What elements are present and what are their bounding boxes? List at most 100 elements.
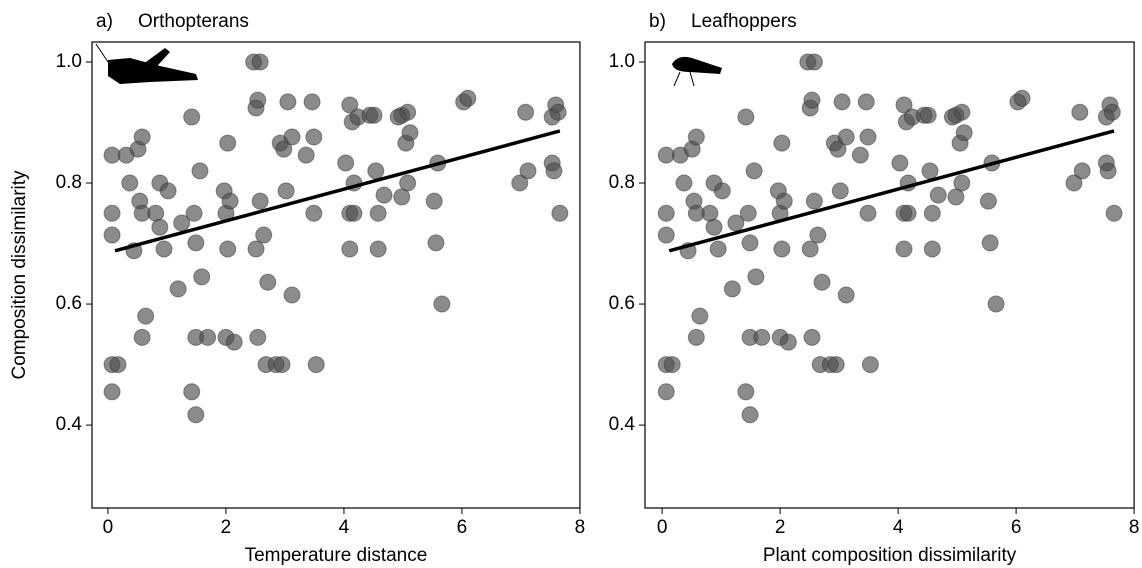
point (219, 134, 237, 152)
point (741, 234, 759, 252)
point (247, 240, 265, 258)
point (427, 234, 445, 252)
point (367, 162, 385, 180)
point (375, 186, 393, 204)
point (955, 124, 973, 142)
point (691, 307, 709, 325)
point (249, 91, 267, 109)
point (803, 91, 821, 109)
x-tick-label: 2 (775, 517, 786, 538)
point (745, 162, 763, 180)
point (393, 188, 411, 206)
point (551, 204, 569, 222)
point (775, 192, 793, 210)
grasshopper-icon (95, 43, 198, 84)
y-tick-label: 0.8 (609, 172, 635, 193)
point (851, 146, 869, 164)
point (981, 234, 999, 252)
point (1103, 103, 1121, 121)
point (173, 214, 191, 232)
point (341, 96, 359, 114)
point (273, 356, 291, 374)
point (923, 240, 941, 258)
point (779, 333, 797, 351)
point (657, 383, 675, 401)
point (737, 108, 755, 126)
point (705, 218, 723, 236)
point (837, 128, 855, 146)
point (923, 204, 941, 222)
point (337, 154, 355, 172)
point (891, 154, 909, 172)
point (773, 134, 791, 152)
point (657, 204, 675, 222)
x-tick-label: 4 (893, 517, 904, 538)
point (199, 328, 217, 346)
x-tick-label: 8 (1129, 517, 1140, 538)
y-tick-label: 0.6 (56, 293, 82, 314)
point (305, 128, 323, 146)
point (109, 356, 127, 374)
point (341, 240, 359, 258)
point (225, 333, 243, 351)
y-tick-label: 0.6 (609, 293, 635, 314)
point (657, 226, 675, 244)
point (369, 204, 387, 222)
x-tick-label: 0 (103, 517, 114, 538)
point (859, 128, 877, 146)
point (303, 93, 321, 111)
point (805, 53, 823, 71)
point (919, 106, 937, 124)
point (837, 286, 855, 304)
point (345, 204, 363, 222)
point (133, 128, 151, 146)
point (511, 174, 529, 192)
point (675, 174, 693, 192)
point (727, 214, 745, 232)
point (1099, 162, 1117, 180)
point (519, 162, 537, 180)
x-tick-label: 0 (657, 517, 668, 538)
point (833, 93, 851, 111)
point (947, 188, 965, 206)
plot-frame (91, 41, 581, 509)
point (657, 146, 675, 164)
point (187, 406, 205, 424)
point (929, 186, 947, 204)
point (249, 328, 267, 346)
plot-frame (644, 41, 1135, 509)
point (283, 286, 301, 304)
point (369, 240, 387, 258)
point (899, 204, 917, 222)
point (133, 328, 151, 346)
x-tick-label: 2 (221, 517, 232, 538)
point (307, 356, 325, 374)
point (103, 146, 121, 164)
point (283, 128, 301, 146)
trend-line (668, 129, 1115, 253)
y-axis-label: Composition dissimilarity (9, 170, 30, 380)
y-tick-label: 0.4 (56, 414, 83, 435)
point (297, 146, 315, 164)
point (739, 204, 757, 222)
point (1073, 162, 1091, 180)
point (103, 226, 121, 244)
point (185, 204, 203, 222)
point (979, 192, 997, 210)
point (709, 240, 727, 258)
point (251, 53, 269, 71)
y-tick-label: 1.0 (609, 51, 635, 72)
point (805, 192, 823, 210)
x-tick-label: 4 (339, 517, 350, 538)
point (275, 140, 293, 158)
x-axis-label: Plant composition dissimilarity (763, 545, 1017, 566)
point (365, 106, 383, 124)
panel-title: Orthopterans (138, 11, 249, 32)
point (895, 96, 913, 114)
point (857, 93, 875, 111)
y-tick-label: 0.8 (56, 172, 82, 193)
point (741, 406, 759, 424)
point (389, 108, 407, 126)
point (859, 204, 877, 222)
point (987, 295, 1005, 313)
